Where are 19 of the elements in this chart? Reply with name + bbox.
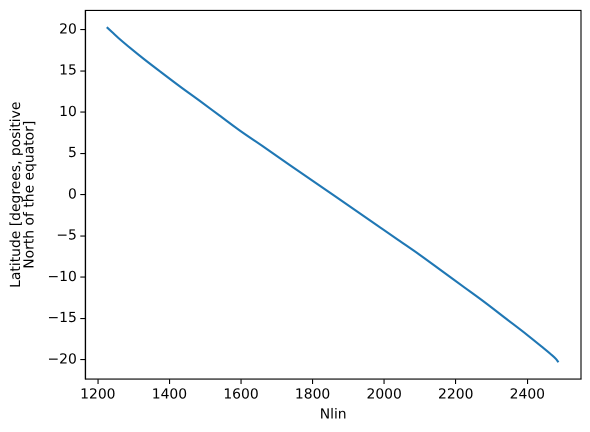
x-tick-label: 1400 (152, 386, 188, 403)
y-tick-label: −20 (47, 351, 77, 368)
x-tick-label: 1600 (223, 386, 259, 403)
y-tick-label: 10 (59, 104, 77, 120)
y-tick-label: 20 (59, 21, 77, 38)
x-axis-title: Nlin (320, 406, 347, 423)
y-tick-label: 15 (59, 62, 77, 79)
y-tick-label: 0 (68, 186, 77, 202)
x-tick-label: 1200 (80, 386, 116, 403)
y-tick-label: −15 (47, 310, 77, 326)
x-tick-label: 2400 (510, 386, 545, 403)
y-tick-label: −5 (56, 228, 77, 244)
y-tick-label: −10 (47, 268, 77, 285)
x-tick-label: 2200 (438, 386, 474, 403)
x-tick-label: 2000 (366, 386, 402, 403)
x-tick-label: 1800 (294, 386, 330, 403)
y-tick-label: 5 (68, 145, 77, 162)
line-series (106, 26, 560, 364)
y-axis-title: Latitude [degrees, positive North of the equator] (8, 102, 38, 288)
